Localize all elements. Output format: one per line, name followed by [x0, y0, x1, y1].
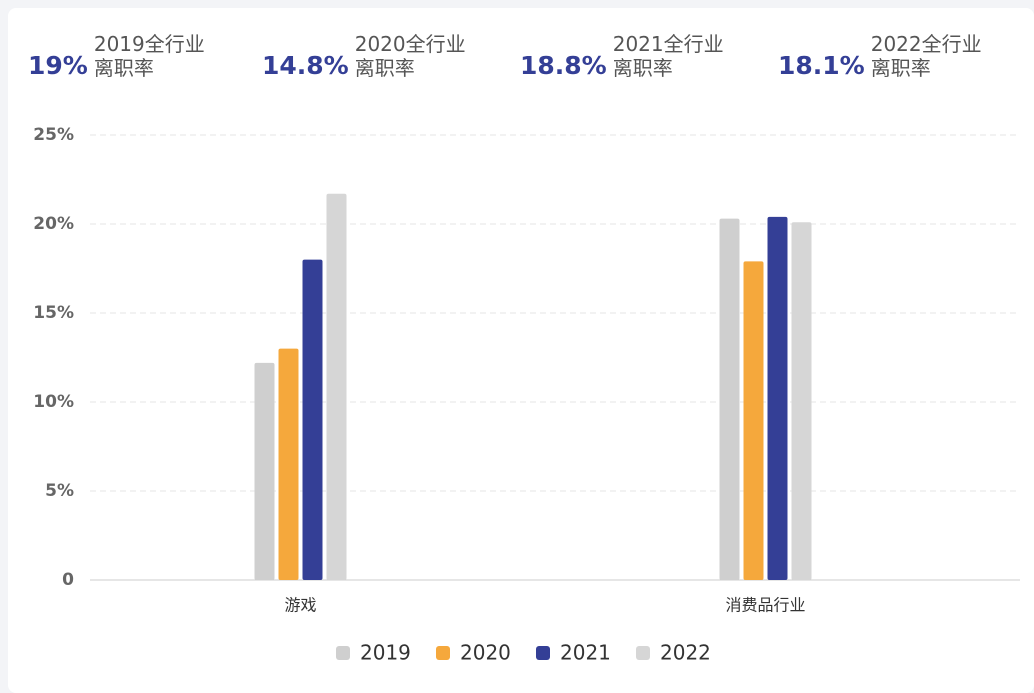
- stat-value: 14.8%: [262, 50, 349, 80]
- legend-label: 2020: [460, 641, 511, 665]
- stat-label-line: 离职率: [612, 56, 673, 80]
- stat-label: 2021全行业 离职率: [613, 32, 724, 80]
- bar: [302, 259, 323, 580]
- legend-swatch: [336, 646, 350, 660]
- legend-swatch: [636, 646, 650, 660]
- stat-value: 18.1%: [778, 50, 865, 80]
- x-tick-label: 游戏: [284, 596, 316, 615]
- legend-label: 2022: [660, 641, 711, 665]
- stat: 18.1% 2022全行业 离职率: [778, 32, 982, 80]
- stat-label: 2019全行业 离职率: [94, 32, 205, 80]
- stat: 14.8% 2020全行业 离职率: [262, 32, 466, 80]
- stat-label-line: 2019全行业: [93, 32, 205, 56]
- stat-label: 2022全行业 离职率: [871, 32, 982, 80]
- legend-swatch: [436, 646, 450, 660]
- y-tick-label: 15%: [33, 303, 74, 323]
- legend-label: 2019: [360, 641, 411, 665]
- stat-label-line: 离职率: [870, 56, 931, 80]
- card: [8, 8, 1034, 693]
- bar: [719, 218, 740, 580]
- stat-label-line: 2022全行业: [870, 32, 982, 56]
- stat-value: 18.8%: [520, 50, 607, 80]
- stat-label-line: 离职率: [93, 56, 154, 80]
- x-tick-label: 消费品行业: [725, 596, 805, 615]
- stat-label: 2020全行业 离职率: [355, 32, 466, 80]
- bar: [767, 216, 788, 580]
- stat-label-line: 2021全行业: [612, 32, 724, 56]
- y-tick-label: 25%: [33, 125, 74, 145]
- bar: [791, 222, 812, 580]
- stat-label-line: 离职率: [354, 56, 415, 80]
- bar: [326, 193, 347, 581]
- bar: [278, 348, 299, 580]
- stat-label-line: 2020全行业: [354, 32, 466, 56]
- stat: 19% 2019全行业 离职率: [28, 32, 205, 80]
- y-tick-label: 20%: [33, 214, 74, 234]
- legend-swatch: [536, 646, 550, 660]
- legend-label: 2021: [560, 641, 611, 665]
- stat: 18.8% 2021全行业 离职率: [520, 32, 724, 80]
- bar: [743, 261, 764, 580]
- y-tick-label: 5%: [45, 481, 74, 501]
- y-tick-label: 0: [62, 570, 74, 590]
- y-tick-label: 10%: [33, 392, 74, 412]
- stat-value: 19%: [28, 50, 88, 80]
- bar: [254, 362, 275, 580]
